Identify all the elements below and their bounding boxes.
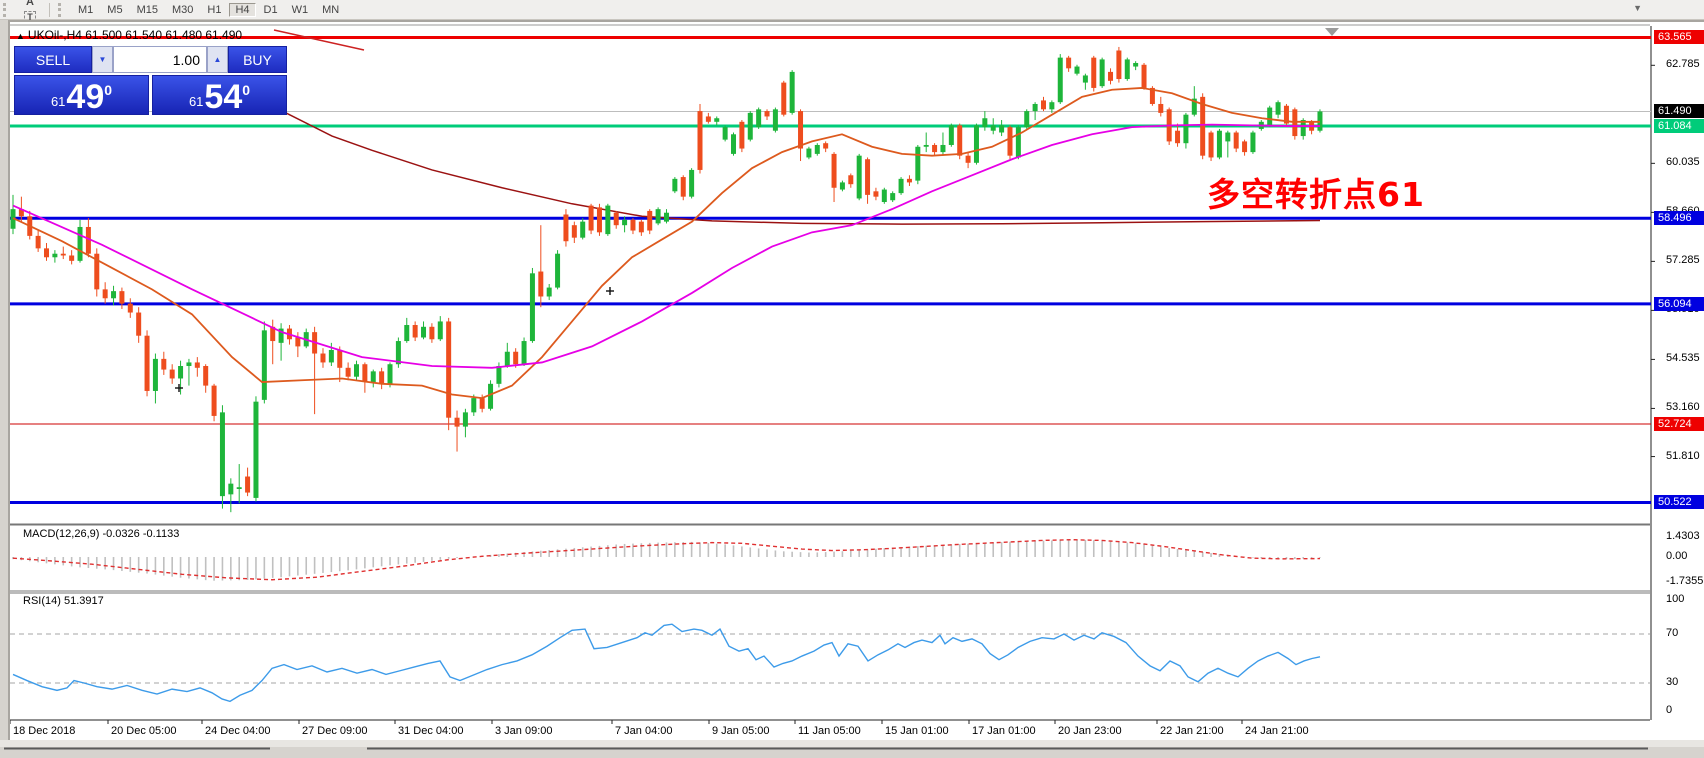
chart-title: ▲ UKOil-,H4 61.500 61.540 61.480 61.490 (16, 28, 242, 42)
chart-window: ▲ UKOil-,H4 61.500 61.540 61.480 61.490 S… (8, 20, 1704, 742)
toolbar-grip[interactable] (3, 2, 13, 17)
price-level-badge: 61.084 (1654, 118, 1704, 133)
sell-price-base: 61 (50, 94, 66, 109)
volume-decrease-button[interactable]: ▼ (92, 46, 113, 73)
timeframe-buttons-group: M1 M5 M15 M30 H1 H4 D1 W1 MN (71, 2, 346, 17)
rsi-axis-label: 100 (1666, 593, 1685, 605)
symbol-marker-icon: ▲ (16, 31, 25, 41)
buy-button[interactable]: BUY (228, 46, 287, 73)
time-tick-label: 20 Dec 05:00 (111, 725, 177, 737)
sell-price-sup: 0 (104, 82, 113, 98)
time-tick-label: 18 Dec 2018 (13, 725, 76, 737)
time-tick-label: 17 Jan 01:00 (972, 725, 1036, 737)
macd-axis-label: 0.00 (1666, 550, 1688, 562)
time-tick-label: 11 Jan 05:00 (798, 725, 861, 737)
time-tick-label: 15 Jan 01:00 (885, 725, 949, 737)
chart-canvas[interactable] (10, 22, 1704, 742)
chart-annotation-text: 多空转折点61 (1207, 175, 1425, 214)
time-tick-label: 9 Jan 05:00 (712, 725, 770, 737)
sell-price-display[interactable]: 61 49 0 (14, 75, 149, 115)
price-tick-label: 51.810 (1666, 449, 1700, 462)
bottom-status-strip (0, 740, 1704, 750)
price-tick-label: 62.785 (1666, 58, 1700, 71)
volume-input[interactable]: 1.00 (113, 46, 207, 73)
time-tick-label: 24 Dec 04:00 (205, 725, 271, 737)
buy-price-sup: 0 (242, 82, 251, 98)
one-click-trading-panel: SELL ▼ 1.00 ▲ BUY 61 49 0 61 54 0 (14, 46, 287, 115)
timeframe-button-m15[interactable]: M15 (136, 3, 158, 16)
price-level-badge: 58.496 (1654, 211, 1704, 226)
buy-price-big: 54 (204, 78, 243, 116)
sell-price-big: 49 (66, 78, 105, 116)
timeframe-button-m1[interactable]: M1 (78, 3, 94, 16)
timeframe-button-h1[interactable]: H1 (207, 3, 222, 16)
volume-increase-button[interactable]: ▲ (207, 46, 228, 73)
price-level-badge: 50.522 (1654, 495, 1704, 510)
macd-axis-label: -1.7355 (1666, 575, 1704, 587)
time-tick-label: 20 Jan 23:00 (1058, 725, 1122, 737)
price-tick-label: 53.160 (1666, 401, 1700, 414)
buy-price-base: 61 (188, 94, 204, 109)
time-tick-label: 27 Dec 09:00 (302, 725, 368, 737)
price-tick-label: 54.535 (1666, 352, 1700, 365)
price-level-badge: 56.094 (1654, 296, 1704, 311)
rsi-axis-label: 0 (1666, 704, 1673, 716)
time-tick-label: 24 Jan 21:00 (1245, 725, 1309, 737)
macd-axis-label: 1.4303 (1666, 530, 1700, 542)
price-level-badge: 63.565 (1654, 30, 1704, 45)
toolbar-separator (49, 2, 50, 17)
price-tick-label: 60.035 (1666, 156, 1700, 169)
timeframe-button-h4[interactable]: H4 (229, 2, 256, 17)
price-tick-label: 57.285 (1666, 254, 1700, 267)
timeframe-button-d1[interactable]: D1 (263, 3, 278, 16)
macd-indicator-label: MACD(12,26,9) -0.0326 -0.1133 (23, 528, 180, 540)
time-tick-label: 7 Jan 04:00 (615, 725, 673, 737)
time-tick-label: 31 Dec 04:00 (398, 725, 464, 737)
timeframe-button-m30[interactable]: M30 (171, 3, 194, 16)
timeframe-button-m5[interactable]: M5 (107, 3, 123, 16)
time-tick-label: 3 Jan 09:00 (495, 725, 553, 737)
chart-title-text: UKOil-,H4 61.500 61.540 61.480 61.490 (27, 28, 243, 42)
bottom-strip-canvas (4, 747, 1648, 750)
text-a-icon[interactable]: A (26, 0, 34, 8)
buy-price-display[interactable]: 61 54 0 (152, 75, 287, 115)
price-level-badge: 52.724 (1654, 416, 1704, 431)
toolbar-overflow-icon[interactable]: ▼ (1633, 3, 1642, 13)
rsi-axis-label: 70 (1666, 627, 1679, 639)
timeframe-button-mn[interactable]: MN (322, 3, 340, 16)
timeframe-button-w1[interactable]: W1 (291, 3, 309, 16)
toolbar-grip-2[interactable] (58, 2, 68, 17)
rsi-indicator-label: RSI(14) 51.3917 (23, 595, 104, 607)
rsi-axis-label: 30 (1666, 676, 1679, 688)
sell-button[interactable]: SELL (14, 46, 92, 73)
price-level-badge: 61.490 (1654, 104, 1704, 119)
time-tick-label: 22 Jan 21:00 (1160, 725, 1224, 737)
